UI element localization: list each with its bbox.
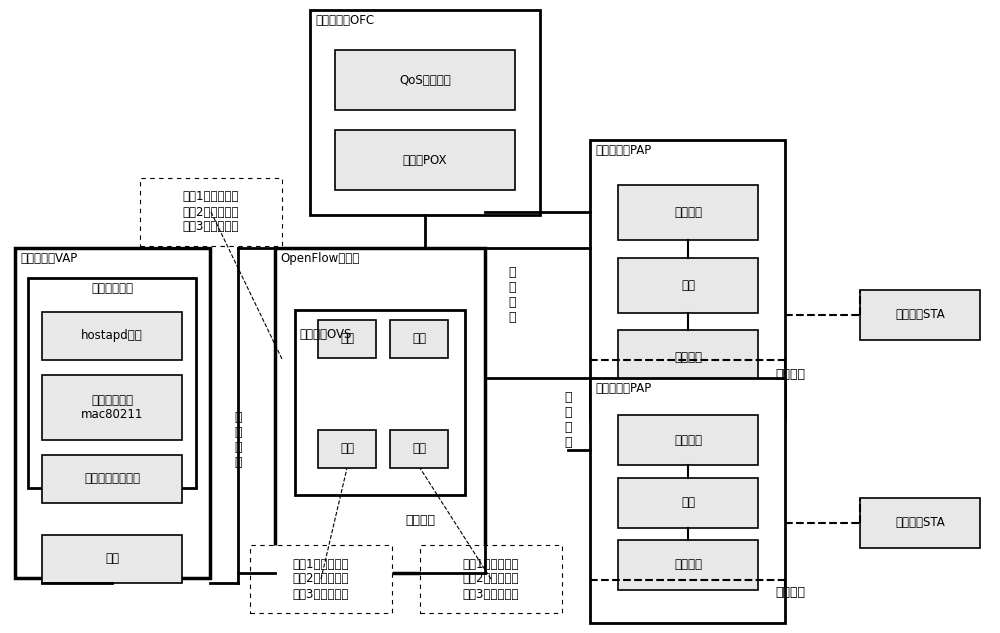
Bar bbox=[618, 185, 758, 240]
Bar bbox=[250, 545, 392, 613]
Bar bbox=[42, 375, 182, 440]
Bar bbox=[590, 140, 785, 420]
Text: 端口: 端口 bbox=[412, 332, 426, 346]
Text: 队列1：高优先级
队列2：中优先级
队列3：低优先级: 队列1：高优先级 队列2：中优先级 队列3：低优先级 bbox=[293, 558, 349, 601]
Text: 无线信道: 无线信道 bbox=[775, 368, 805, 382]
Bar bbox=[590, 378, 785, 623]
Text: 物理接入点PAP: 物理接入点PAP bbox=[595, 144, 651, 157]
Text: 队列1：高优先级
队列2：中优先级
队列3：低优先级: 队列1：高优先级 队列2：中优先级 队列3：低优先级 bbox=[183, 191, 239, 234]
Bar bbox=[618, 478, 758, 528]
Text: 虚拟接入点VAP: 虚拟接入点VAP bbox=[20, 252, 77, 265]
Bar bbox=[420, 545, 562, 613]
Text: OpenFlow交换机: OpenFlow交换机 bbox=[280, 252, 359, 265]
Text: 用户终端STA: 用户终端STA bbox=[895, 517, 945, 529]
Bar bbox=[618, 415, 758, 465]
Bar bbox=[42, 312, 182, 360]
Bar bbox=[310, 10, 540, 215]
Text: 有
线
连
接: 有 线 连 接 bbox=[564, 391, 572, 449]
Text: 队列1：高优先级
队列2：中优先级
队列3：低优先级: 队列1：高优先级 队列2：中优先级 队列3：低优先级 bbox=[463, 558, 519, 601]
Text: 动态主机配置协议: 动态主机配置协议 bbox=[84, 472, 140, 486]
Bar bbox=[335, 50, 515, 110]
Text: 控制器POX: 控制器POX bbox=[403, 153, 447, 166]
Bar bbox=[42, 535, 182, 583]
Text: 用户终端STA: 用户终端STA bbox=[895, 308, 945, 322]
Text: hostapd进程: hostapd进程 bbox=[81, 330, 143, 342]
Text: 无线网卡: 无线网卡 bbox=[674, 351, 702, 364]
Text: 隧道: 隧道 bbox=[105, 553, 119, 565]
Text: 端口: 端口 bbox=[340, 332, 354, 346]
Bar bbox=[860, 498, 980, 548]
Bar bbox=[335, 130, 515, 190]
Text: 有
线
连
接: 有 线 连 接 bbox=[234, 411, 242, 469]
Bar bbox=[618, 258, 758, 313]
Bar bbox=[28, 278, 196, 488]
Text: 无线网卡: 无线网卡 bbox=[674, 558, 702, 572]
Bar bbox=[318, 320, 376, 358]
Text: 无线信道: 无线信道 bbox=[775, 586, 805, 598]
Text: QoS管理应用: QoS管理应用 bbox=[399, 73, 451, 87]
Text: 虚拟无线网卡: 虚拟无线网卡 bbox=[91, 282, 133, 295]
Text: 有线连接: 有线连接 bbox=[405, 513, 435, 527]
Text: 有线端口: 有线端口 bbox=[674, 206, 702, 219]
Bar bbox=[618, 330, 758, 385]
Text: 中心控制器OFC: 中心控制器OFC bbox=[315, 14, 374, 27]
Bar bbox=[390, 320, 448, 358]
Bar bbox=[275, 248, 485, 573]
Text: 软交换机OVS: 软交换机OVS bbox=[299, 328, 351, 341]
Bar bbox=[140, 178, 282, 246]
Text: 隧道: 隧道 bbox=[681, 496, 695, 510]
Bar bbox=[390, 430, 448, 468]
Bar bbox=[295, 310, 465, 495]
Bar bbox=[15, 248, 210, 578]
Bar bbox=[860, 290, 980, 340]
Bar bbox=[618, 540, 758, 590]
Text: 隧道: 隧道 bbox=[681, 279, 695, 292]
Text: 物理接入点PAP: 物理接入点PAP bbox=[595, 382, 651, 395]
Bar bbox=[42, 455, 182, 503]
Text: 有
线
连
接: 有 线 连 接 bbox=[508, 266, 516, 324]
Text: 端口: 端口 bbox=[412, 442, 426, 456]
Bar bbox=[318, 430, 376, 468]
Text: 无线设备驱动
mac80211: 无线设备驱动 mac80211 bbox=[81, 394, 143, 422]
Text: 端口: 端口 bbox=[340, 442, 354, 456]
Text: 有线端口: 有线端口 bbox=[674, 434, 702, 446]
